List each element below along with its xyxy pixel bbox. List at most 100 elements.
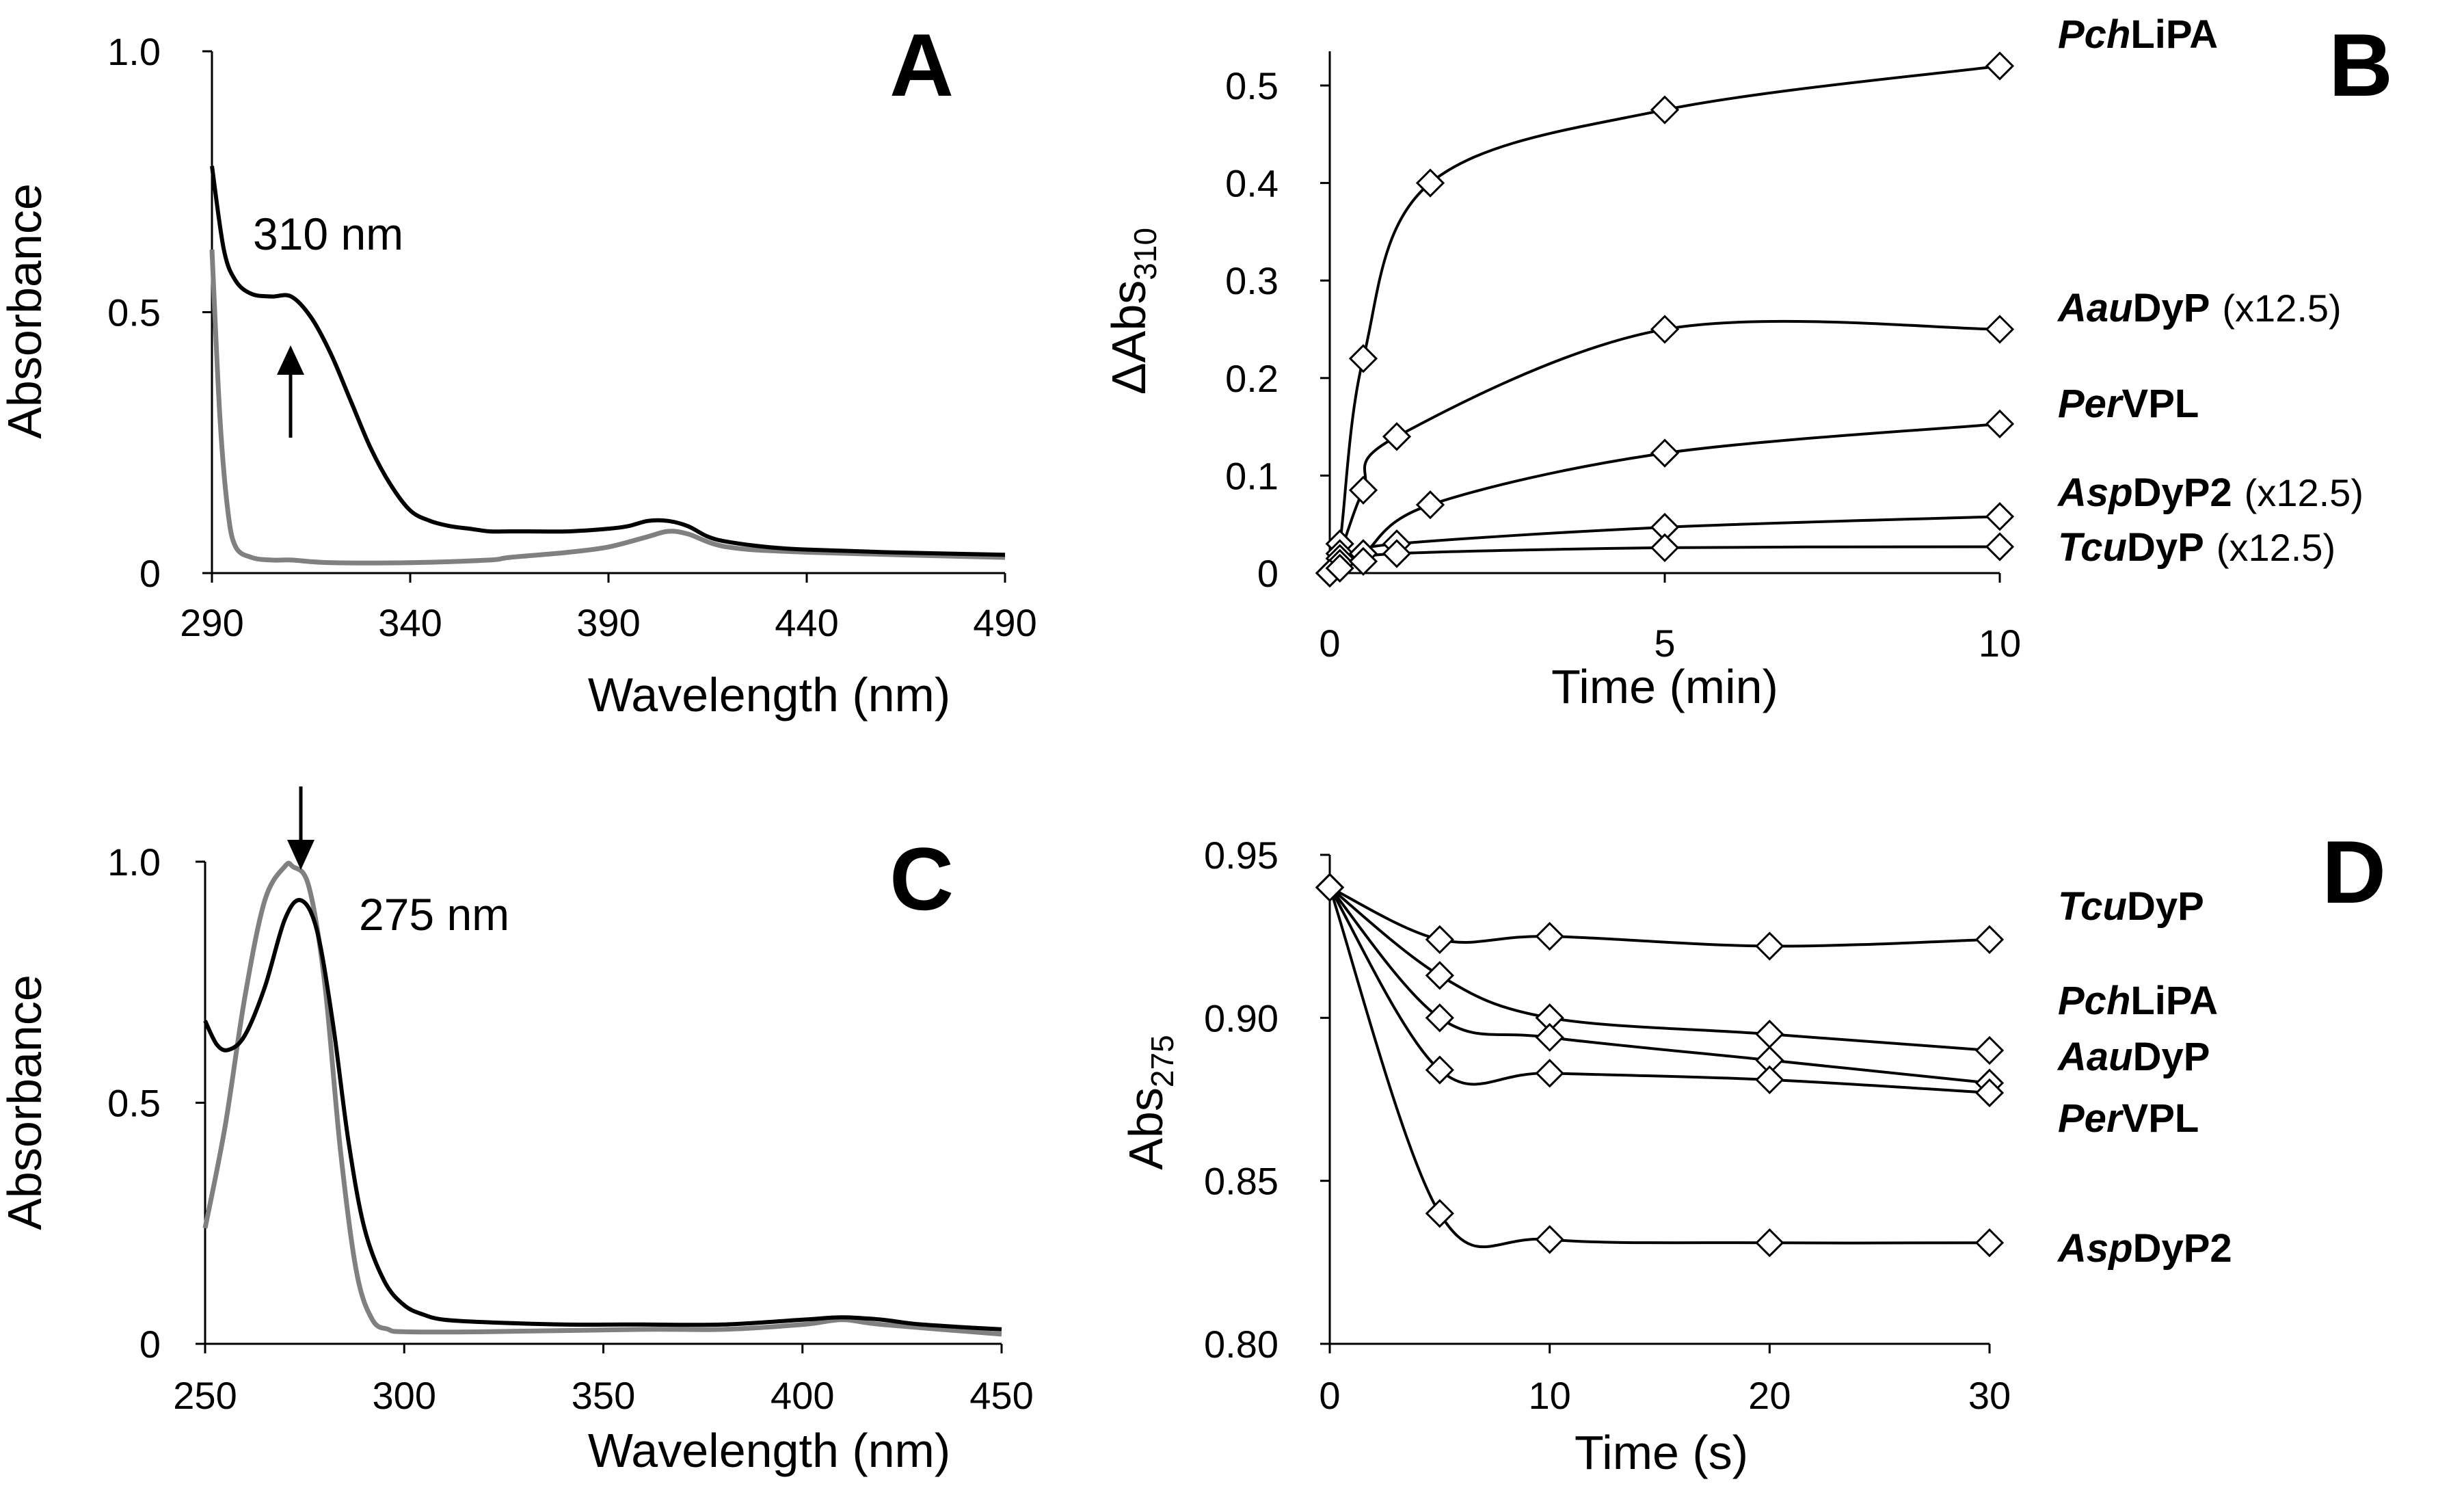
arrow-up-icon-head bbox=[277, 345, 304, 375]
series-label: AspDyP2 bbox=[2057, 1226, 2232, 1271]
y-tick-label: 0 bbox=[139, 1323, 161, 1366]
y-tick-label: 0.1 bbox=[1225, 454, 1278, 497]
panel-B: 0 0.1 0.2 0.3 0.4 0.5 0 5 10 Time (min) ΔAbs310 B Pc… bbox=[1102, 12, 2393, 713]
data-point bbox=[1415, 490, 1445, 520]
y-tick-label: 1.0 bbox=[107, 840, 161, 884]
y-axis-label: Abs275 bbox=[1119, 1035, 1180, 1169]
y-tick-label: 0.90 bbox=[1204, 996, 1278, 1039]
series-line-aaudyp bbox=[1328, 886, 1990, 1085]
panel-D: 0.80 0.85 0.90 0.95 0 10 20 30 Time (s) Abs275 D Tc… bbox=[1119, 822, 2386, 1479]
x-tick-label: 10 bbox=[1979, 622, 2021, 665]
data-point bbox=[1985, 51, 2015, 81]
y-tick-label: 0.5 bbox=[107, 291, 161, 334]
spectrum-control bbox=[202, 860, 1002, 1337]
x-tick-label: 350 bbox=[572, 1374, 635, 1417]
series-line-tcudyp bbox=[1329, 886, 1990, 948]
x-tick-label: 20 bbox=[1748, 1374, 1791, 1417]
y-tick-label: 0.5 bbox=[1225, 64, 1278, 107]
data-point bbox=[1348, 546, 1378, 577]
data-point bbox=[1348, 344, 1378, 373]
y-tick-label: 0.5 bbox=[107, 1082, 161, 1125]
data-point bbox=[1974, 1078, 2005, 1108]
data-point bbox=[1650, 533, 1680, 563]
panel-C: 0 0.5 1.0 250 300 350 400 450 Wavelength (nm) Abs… bbox=[0, 786, 1034, 1477]
spectrum-control bbox=[209, 249, 1006, 566]
x-tick-label: 490 bbox=[973, 601, 1036, 644]
series-label: PchLiPA bbox=[2058, 12, 2218, 57]
x-tick-label: 450 bbox=[969, 1374, 1033, 1417]
data-point bbox=[1425, 1199, 1454, 1228]
data-point bbox=[1535, 922, 1564, 951]
x-axis-label: Time (min) bbox=[1551, 660, 1778, 713]
y-axis-label: Absorbance bbox=[0, 183, 51, 439]
data-point bbox=[1985, 409, 2015, 438]
data-point bbox=[1348, 475, 1378, 505]
x-axis-label: Wavelength (nm) bbox=[588, 1424, 950, 1477]
series-label: AauDyP (x12.5) bbox=[2057, 286, 2342, 330]
y-axis-label: Absorbance bbox=[0, 975, 51, 1230]
y-tick-label: 0 bbox=[1257, 552, 1278, 595]
data-point bbox=[1755, 1065, 1784, 1095]
series-label: PerVPL bbox=[2058, 382, 2199, 426]
y-tick-label: 0.3 bbox=[1225, 259, 1278, 302]
x-axis-label: Time (s) bbox=[1575, 1426, 1748, 1479]
data-point bbox=[1650, 95, 1680, 124]
x-tick-label: 0 bbox=[1319, 622, 1340, 665]
spectrum-after-treatment bbox=[203, 898, 1002, 1332]
data-point bbox=[1650, 315, 1680, 344]
x-tick-label: 440 bbox=[775, 601, 838, 644]
data-point bbox=[1535, 1225, 1564, 1254]
series-label: TcuDyP (x12.5) bbox=[2058, 525, 2335, 570]
data-point bbox=[1325, 553, 1354, 583]
arrow-down-icon-head bbox=[287, 840, 314, 870]
series-label: PchLiPA bbox=[2058, 979, 2218, 1023]
panel-letter: C bbox=[889, 829, 954, 929]
series-label: AspDyP2 (x12.5) bbox=[2057, 471, 2363, 515]
y-tick-label: 0.2 bbox=[1225, 357, 1278, 400]
series-label: TcuDyP bbox=[2058, 884, 2204, 929]
data-point bbox=[1415, 168, 1445, 198]
data-point bbox=[1315, 873, 1345, 902]
panel-letter: A bbox=[889, 15, 954, 115]
data-point bbox=[1650, 438, 1680, 468]
x-tick-label: 5 bbox=[1654, 622, 1675, 665]
data-point bbox=[1974, 1035, 2005, 1065]
x-tick-label: 10 bbox=[1529, 1374, 1571, 1417]
x-tick-label: 250 bbox=[173, 1374, 237, 1417]
series-label: PerVPL bbox=[2058, 1096, 2199, 1141]
series-label: AauDyP bbox=[2057, 1035, 2210, 1079]
spectrum-after-treatment bbox=[210, 165, 1006, 557]
y-tick-label: 0.80 bbox=[1204, 1323, 1278, 1366]
data-point bbox=[1382, 422, 1412, 451]
y-tick-label: 0.85 bbox=[1204, 1160, 1278, 1203]
x-tick-label: 290 bbox=[180, 601, 243, 644]
data-point bbox=[1425, 961, 1454, 990]
x-tick-label: 30 bbox=[1968, 1374, 2011, 1417]
data-point bbox=[1985, 315, 2015, 344]
series-line-pervpl bbox=[1328, 886, 1990, 1094]
data-point bbox=[1755, 1020, 1784, 1049]
data-point bbox=[1755, 1228, 1784, 1258]
data-point bbox=[1985, 502, 2015, 531]
panel-letter: D bbox=[2322, 822, 2386, 922]
data-point bbox=[1974, 925, 2005, 955]
peak-annotation: 275 nm bbox=[359, 889, 509, 940]
x-tick-label: 340 bbox=[378, 601, 442, 644]
y-axis-label: ΔAbs310 bbox=[1102, 228, 1163, 395]
x-axis-label: Wavelength (nm) bbox=[588, 668, 950, 721]
x-tick-label: 300 bbox=[373, 1374, 436, 1417]
x-tick-label: 400 bbox=[771, 1374, 834, 1417]
peak-annotation: 310 nm bbox=[253, 209, 403, 259]
data-point bbox=[1535, 1022, 1564, 1052]
data-point bbox=[1382, 539, 1412, 568]
data-point bbox=[1425, 1003, 1454, 1033]
data-point bbox=[1425, 1055, 1454, 1085]
y-tick-label: 0.4 bbox=[1225, 162, 1278, 205]
y-tick-label: 0 bbox=[139, 552, 161, 595]
series-line-pchlipa bbox=[1328, 886, 1990, 1052]
y-tick-label: 1.0 bbox=[107, 30, 161, 73]
data-point bbox=[1974, 1228, 2005, 1258]
data-point bbox=[1425, 925, 1454, 955]
panel-letter: B bbox=[2329, 15, 2393, 115]
